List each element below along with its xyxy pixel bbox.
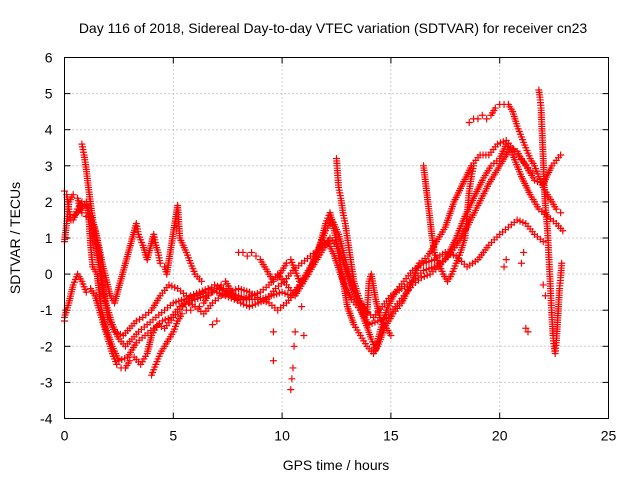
x-tick-label: 20: [492, 428, 508, 444]
data-point: [213, 285, 221, 293]
series-track-f: [148, 277, 238, 379]
data-point: [178, 310, 186, 318]
data-point: [296, 277, 304, 285]
data-point: [465, 118, 473, 126]
x-tick-label: 10: [274, 428, 290, 444]
data-point: [559, 227, 567, 235]
data-point: [230, 292, 238, 300]
x-tick-label: 5: [169, 428, 177, 444]
x-tick-label: 15: [383, 428, 399, 444]
chart-title: Day 116 of 2018, Sidereal Day-to-day VTE…: [79, 20, 588, 36]
data-point: [113, 360, 121, 368]
data-point: [287, 386, 295, 394]
y-tick-label: 1: [45, 230, 53, 246]
data-point: [289, 364, 297, 372]
data-point: [300, 331, 308, 339]
y-tick-label: -3: [40, 374, 53, 390]
data-point: [558, 259, 566, 267]
data-point: [69, 191, 77, 199]
data-point: [213, 317, 221, 325]
y-tick-label: 4: [45, 122, 53, 138]
y-tick-label: 3: [45, 158, 53, 174]
data-point: [470, 162, 478, 170]
y-tick-label: -1: [40, 302, 53, 318]
y-tick-labels: -4 -3 -2 -1 0 1 2 3 4 5 6: [40, 50, 53, 427]
data-point: [502, 256, 510, 264]
data-point: [524, 328, 532, 336]
y-tick-label: 6: [45, 50, 53, 66]
data-point: [541, 292, 549, 300]
x-tick-labels: 0 5 10 15 20 25: [61, 428, 617, 444]
series-track-e: [465, 100, 565, 217]
y-tick-label: 0: [45, 266, 53, 282]
data-point: [269, 357, 277, 365]
data-point: [269, 328, 277, 336]
data-point: [156, 259, 164, 267]
data-point: [288, 375, 296, 383]
y-tick-label: -2: [40, 338, 53, 354]
data-point: [483, 115, 491, 123]
data-point: [522, 324, 530, 332]
data-point: [126, 357, 134, 365]
data-point: [387, 331, 395, 339]
data-point: [187, 306, 195, 314]
data-point: [269, 277, 277, 285]
data-point: [82, 288, 90, 296]
series-outliers: [61, 248, 549, 394]
data-point: [557, 209, 565, 217]
series-track-k: [535, 86, 566, 358]
y-tick-label: -4: [40, 411, 53, 427]
data-point: [552, 205, 560, 213]
data-point: [520, 248, 528, 256]
data-point: [528, 169, 536, 177]
data-point: [474, 115, 482, 123]
series-track-h: [78, 140, 206, 307]
data-point: [204, 292, 212, 300]
plot-frame: [64, 57, 609, 419]
y-tick-label: 5: [45, 86, 53, 102]
data-point: [539, 281, 547, 289]
series-track-i: [333, 155, 395, 339]
data-point: [282, 259, 290, 267]
data-point: [208, 321, 216, 329]
data-point: [557, 151, 565, 159]
data-point: [248, 248, 256, 256]
data-points: [61, 86, 567, 394]
series-track-j: [420, 162, 478, 285]
data-point: [517, 259, 525, 267]
data-point: [239, 248, 247, 256]
data-point: [478, 111, 486, 119]
x-tick-label: 25: [601, 428, 617, 444]
data-point: [491, 104, 499, 112]
x-tick-label: 0: [61, 428, 69, 444]
y-tick-label: 2: [45, 194, 53, 210]
data-point: [62, 306, 70, 314]
data-point: [500, 263, 508, 271]
data-point: [217, 281, 225, 289]
data-point: [195, 303, 203, 311]
data-point: [291, 328, 299, 336]
data-point: [290, 342, 298, 350]
data-point: [208, 288, 216, 296]
data-point: [539, 238, 547, 246]
y-axis-label: SDTVAR / TECUs: [7, 182, 23, 294]
data-point: [243, 252, 251, 260]
data-point: [298, 303, 306, 311]
data-point: [198, 277, 206, 285]
data-point: [252, 252, 260, 260]
x-axis-label: GPS time / hours: [283, 457, 390, 473]
series-track-g: [235, 248, 304, 285]
